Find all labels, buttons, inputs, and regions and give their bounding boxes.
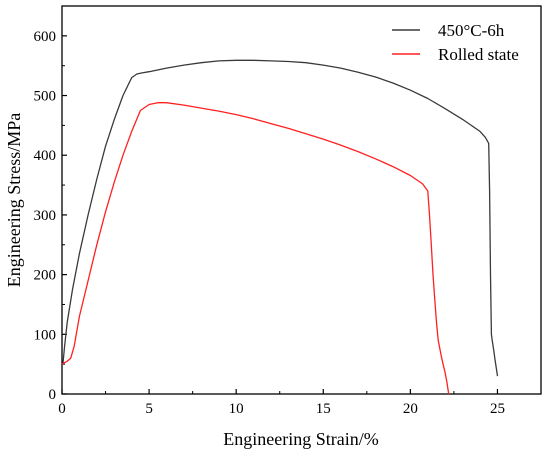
series-line <box>61 102 450 395</box>
x-tick-label: 0 <box>58 401 66 417</box>
plot-frame <box>61 5 542 395</box>
x-tick-label: 5 <box>145 401 153 417</box>
x-axis-ticks: 0 5 10 15 20 25 <box>58 389 505 417</box>
legend-label: Rolled state <box>438 45 519 64</box>
y-axis-ticks: 0 100 200 300 400 500 600 <box>34 29 67 403</box>
y-axis-label: Engineering Stress/MPa <box>4 113 24 287</box>
y-tick-label: 0 <box>49 387 57 403</box>
y-tick-label: 500 <box>34 89 57 105</box>
series-layer <box>61 59 499 395</box>
y-tick-label: 200 <box>34 268 57 284</box>
x-tick-label: 10 <box>229 401 244 417</box>
x-tick-label: 20 <box>403 401 418 417</box>
x-axis-label: Engineering Strain/% <box>223 429 378 449</box>
y-tick-label: 400 <box>34 148 57 164</box>
y-tick-label: 600 <box>34 29 57 45</box>
y-tick-label: 100 <box>34 327 57 343</box>
legend-label: 450°C-6h <box>438 21 505 40</box>
x-tick-label: 15 <box>316 401 331 417</box>
series-line <box>62 59 499 377</box>
x-tick-label: 25 <box>490 401 505 417</box>
legend: 450°C-6h Rolled state <box>392 21 519 64</box>
y-tick-label: 300 <box>34 208 57 224</box>
